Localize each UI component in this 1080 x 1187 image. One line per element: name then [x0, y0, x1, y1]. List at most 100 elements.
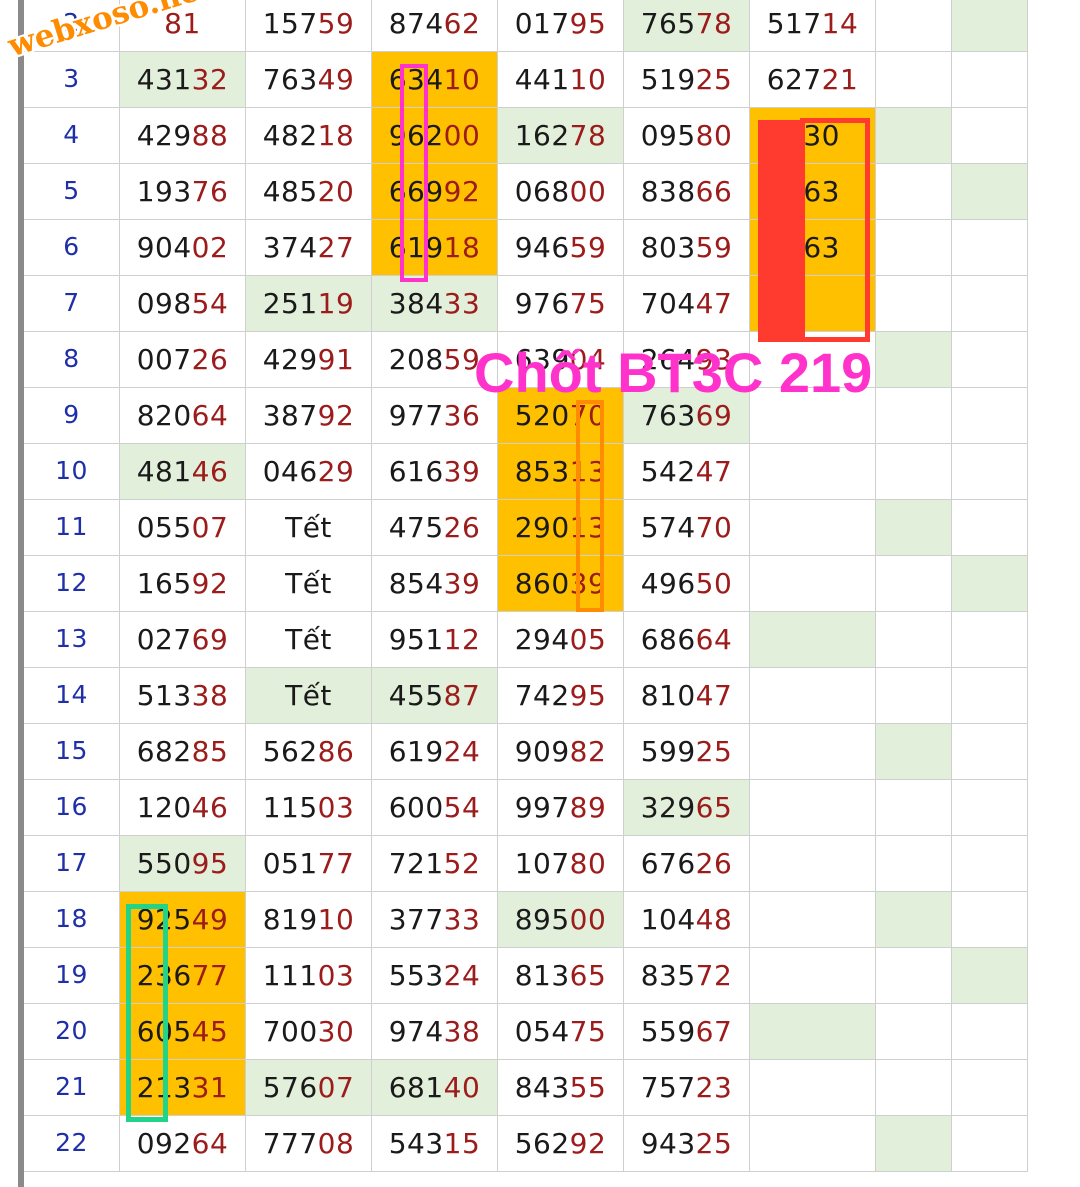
- result-tail-digits: 55: [569, 1071, 607, 1104]
- result-cell: 054 75: [498, 1004, 624, 1060]
- result-digits: 387: [262, 399, 318, 432]
- row-number: 5: [24, 164, 120, 220]
- result-tail-digits: 30: [317, 1015, 355, 1048]
- result-cell: 686 64: [624, 612, 750, 668]
- result-digits: 543: [388, 1127, 444, 1160]
- result-tail-digits: 64: [191, 1127, 229, 1160]
- result-cell: [750, 892, 876, 948]
- result-digits: 925: [136, 903, 192, 936]
- result-tail-digits: 25: [695, 735, 733, 768]
- result-cell: [750, 388, 876, 444]
- result-cell: [952, 220, 1028, 276]
- result-cell: [876, 276, 952, 332]
- result-digits: 686: [640, 623, 696, 656]
- result-tail-digits: 10: [569, 63, 607, 96]
- result-tail-digits: 70: [569, 399, 607, 432]
- result-tail-digits: 93: [695, 343, 733, 376]
- result-cell: [952, 444, 1028, 500]
- result-digits: 046: [262, 455, 318, 488]
- result-digits: 520: [514, 399, 570, 432]
- result-cell: 820 64: [120, 388, 246, 444]
- result-digits: 562: [262, 735, 318, 768]
- row-number: 15: [24, 724, 120, 780]
- result-cell: [750, 276, 876, 332]
- result-digits: 068: [514, 175, 570, 208]
- result-tail-digits: 88: [191, 119, 229, 152]
- result-tail-digits: 13: [569, 511, 607, 544]
- result-tail-digits: 03: [317, 959, 355, 992]
- result-tail-digits: 59: [317, 7, 355, 40]
- result-tail-digits: 00: [569, 903, 607, 936]
- result-digits: 482: [262, 119, 318, 152]
- result-tail-digits: 70: [695, 511, 733, 544]
- row-number: 20: [24, 1004, 120, 1060]
- result-tail-digits: 54: [443, 791, 481, 824]
- result-tail-digits: 05: [569, 623, 607, 656]
- result-cell: 895 00: [498, 892, 624, 948]
- row-number: 12: [24, 556, 120, 612]
- result-tail-digits: 64: [191, 399, 229, 432]
- result-tail-digits: 33: [443, 903, 481, 936]
- result-cell: Tết: [246, 556, 372, 612]
- result-digits: 098: [136, 287, 192, 320]
- result-tail-digits: 80: [569, 847, 607, 880]
- row-number: 22: [24, 1116, 120, 1172]
- result-cell: 213 31: [120, 1060, 246, 1116]
- result-cell: 374 27: [246, 220, 372, 276]
- result-cell: [876, 1116, 952, 1172]
- result-cell: 634 10: [372, 52, 498, 108]
- result-digits: 765: [640, 7, 696, 40]
- result-tail-digits: 26: [191, 343, 229, 376]
- result-digits: 819: [262, 903, 318, 936]
- result-cell: [876, 444, 952, 500]
- result-cell: [750, 556, 876, 612]
- result-digits: 431: [136, 63, 192, 96]
- result-digits: 909: [514, 735, 570, 768]
- result-cell: [750, 836, 876, 892]
- result-digits: 542: [640, 455, 696, 488]
- result-cell: [952, 164, 1028, 220]
- result-tail-digits: 33: [443, 287, 481, 320]
- result-digits: 757: [640, 1071, 696, 1104]
- result-digits: 763: [262, 63, 318, 96]
- result-tail-digits: 49: [191, 903, 229, 936]
- result-cell: 819 10: [246, 892, 372, 948]
- result-cell: 605 45: [120, 1004, 246, 1060]
- result-tail-digits: 50: [695, 567, 733, 600]
- result-cell: 482 18: [246, 108, 372, 164]
- result-cell: 813 65: [498, 948, 624, 1004]
- result-digits: 763: [640, 399, 696, 432]
- result-tail-digits: 04: [569, 343, 607, 376]
- result-cell: [876, 612, 952, 668]
- result-digits: 663: [785, 231, 840, 264]
- result-cell: [952, 500, 1028, 556]
- result-digits: 943: [640, 1127, 696, 1160]
- result-cell: 294 05: [498, 612, 624, 668]
- result-cell: [876, 668, 952, 724]
- result-tail-digits: 36: [443, 399, 481, 432]
- result-cell: [952, 724, 1028, 780]
- result-digits: 165: [136, 567, 192, 600]
- result-cell: [952, 612, 1028, 668]
- result-digits: 550: [136, 847, 192, 880]
- result-tail-digits: 81: [164, 7, 201, 40]
- row-number: 16: [24, 780, 120, 836]
- result-tail-digits: 92: [317, 399, 355, 432]
- result-cell: [952, 388, 1028, 444]
- result-cell: [952, 108, 1028, 164]
- result-cell: 251 19: [246, 276, 372, 332]
- result-digits: 619: [388, 735, 444, 768]
- row-number: 21: [24, 1060, 120, 1116]
- result-cell: 429 88: [120, 108, 246, 164]
- result-cell: 576 07: [246, 1060, 372, 1116]
- result-digits: 777: [262, 1127, 318, 1160]
- result-cell: 854 39: [372, 556, 498, 612]
- result-digits: 599: [640, 735, 696, 768]
- result-digits: 017: [514, 7, 570, 40]
- result-digits: 157: [262, 7, 318, 40]
- result-digits: 213: [136, 1071, 192, 1104]
- result-digits: 853: [514, 455, 570, 488]
- result-cell: 627 21: [750, 52, 876, 108]
- result-digits: 475: [388, 511, 444, 544]
- result-cell: 904 02: [120, 220, 246, 276]
